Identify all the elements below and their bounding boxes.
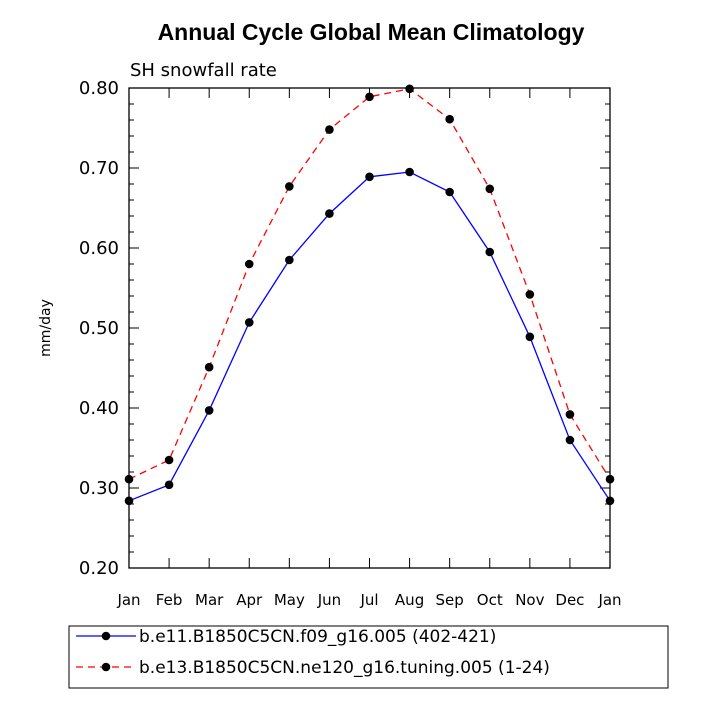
- series-2-point: [565, 410, 575, 419]
- series-2-point: [405, 84, 414, 94]
- series-1-point: [124, 496, 134, 506]
- x-tick-label: Jan: [597, 591, 621, 609]
- x-tick-label: Jan: [116, 591, 140, 609]
- x-tick-labels: Jan Feb Mar Apr May Jun Jul Aug Sep Oct Nov Dec Jan: [116, 591, 621, 609]
- y-tick-label: 0.40: [79, 398, 119, 419]
- chart-subtitle: SH snowfall rate: [130, 60, 277, 81]
- series-1-point: [325, 209, 334, 218]
- legend-label-2: b.e13.B1850C5CN.ne120_g16.tuning.005 (1-…: [139, 658, 550, 678]
- y-tick-label: 0.30: [79, 478, 119, 499]
- x-tick-label: Jun: [317, 591, 341, 609]
- series-2-point: [525, 290, 535, 299]
- series-line-1: [128, 171, 611, 502]
- x-tick-label: Aug: [395, 591, 424, 609]
- plot-frame: [128, 87, 611, 569]
- x-tick-label: Apr: [236, 591, 263, 609]
- legend: b.e11.B1850C5CN.f09_g16.005 (402-421) b.e…: [76, 627, 550, 678]
- legend-marker-2: [101, 662, 111, 672]
- series-2-point: [485, 184, 495, 194]
- series-1-point: [365, 172, 374, 182]
- series-line-2: [128, 88, 611, 480]
- x-tick-label: Dec: [555, 591, 584, 609]
- y-tick-label: 0.50: [79, 318, 119, 339]
- series-2-point: [244, 259, 254, 269]
- y-tick-labels: 0.20 0.30 0.40 0.50 0.60 0.70 0.80: [79, 78, 119, 579]
- series-2-point: [204, 362, 214, 372]
- series-2-point: [605, 474, 615, 484]
- series-1-point: [204, 406, 214, 415]
- series-2-point: [164, 455, 174, 465]
- chart-title: Annual Cycle Global Mean Climatology: [158, 19, 585, 45]
- series-2-point: [124, 474, 134, 484]
- x-tick-label: Feb: [156, 591, 183, 609]
- series-1-point: [605, 496, 615, 506]
- legend-box: [68, 625, 669, 689]
- legend-label-1: b.e11.B1850C5CN.f09_g16.005 (402-421): [139, 627, 496, 647]
- series-1-point: [285, 255, 294, 265]
- y-tick-label: 0.60: [79, 238, 119, 259]
- y-tick-label: 0.70: [79, 158, 119, 179]
- x-tick-label: Jul: [359, 591, 378, 609]
- x-tick-label: Oct: [477, 591, 503, 609]
- series-2-point: [365, 92, 374, 102]
- series-1-point: [405, 167, 414, 177]
- x-tick-label: May: [274, 591, 305, 609]
- series-1-point: [244, 318, 254, 327]
- series-2-point: [445, 114, 454, 124]
- series-2-point: [285, 182, 294, 191]
- series-1-point: [565, 435, 575, 445]
- axis-ticks: [128, 87, 611, 569]
- y-tick-label: 0.20: [79, 558, 119, 579]
- x-tick-label: Sep: [436, 591, 464, 609]
- x-tick-label: Nov: [515, 591, 544, 609]
- series-1-point: [445, 187, 454, 197]
- series-1-point: [164, 480, 174, 490]
- y-axis-label: mm/day: [38, 299, 54, 357]
- series-1-point: [525, 332, 535, 342]
- legend-marker-1: [101, 631, 111, 641]
- series-2-point: [325, 125, 334, 134]
- x-tick-label: Mar: [195, 591, 224, 609]
- y-tick-label: 0.80: [79, 78, 119, 99]
- data-series: [124, 84, 615, 506]
- series-1-point: [485, 247, 495, 257]
